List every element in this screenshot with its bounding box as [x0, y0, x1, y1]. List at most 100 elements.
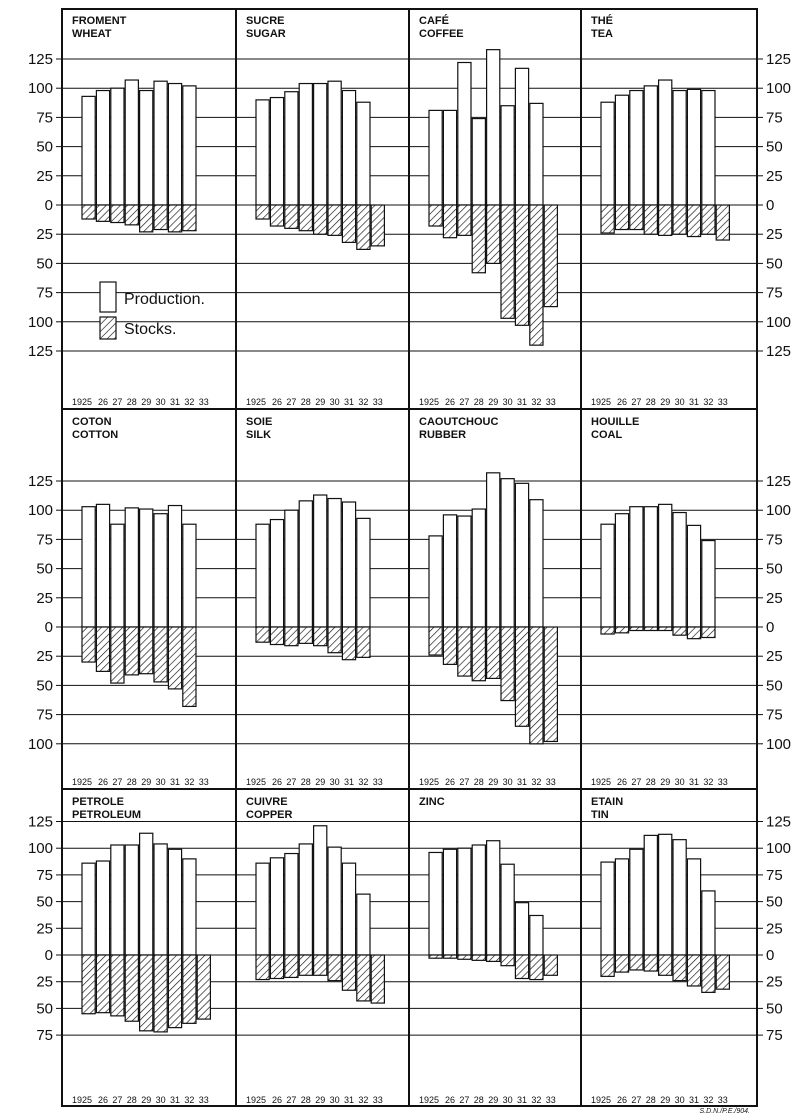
stocks-bar: [327, 954, 342, 982]
year-label: 26: [445, 397, 455, 407]
year-label: 33: [199, 1095, 209, 1105]
left-tick-label: 100: [28, 736, 53, 753]
right-tick-label: 50: [766, 677, 783, 694]
right-tick-label: 100: [766, 840, 791, 857]
production-bar: [614, 94, 630, 206]
left-tick-label: 50: [36, 255, 53, 272]
stocks-bar: [139, 204, 154, 233]
year-label: 26: [617, 397, 627, 407]
production-bar: [95, 860, 111, 956]
stocks-bar: [428, 626, 443, 656]
stocks-bar: [543, 204, 559, 308]
stocks-bar: [269, 954, 285, 980]
stocks-bar: [327, 204, 342, 236]
year-label: 28: [127, 397, 137, 407]
production-bar: [356, 893, 371, 956]
left-tick-label: 50: [36, 1000, 53, 1017]
year-label: 31: [517, 777, 527, 787]
production-bar: [182, 85, 197, 206]
stocks-bar: [81, 626, 96, 663]
stocks-bar: [298, 954, 314, 976]
production-bar: [95, 503, 111, 628]
right-tick-label: 75: [766, 531, 783, 548]
year-label: 33: [718, 1095, 728, 1105]
stocks-bar: [600, 954, 615, 977]
year-label: 1925: [591, 1095, 611, 1105]
production-bar: [110, 844, 125, 956]
year-label: 29: [660, 397, 670, 407]
left-tick-label: 125: [28, 51, 53, 68]
stocks-bar: [255, 954, 270, 981]
left-tick-label: 75: [36, 531, 53, 548]
stocks-bar: [182, 204, 197, 232]
year-label: 28: [301, 777, 311, 787]
production-bar: [701, 89, 716, 206]
year-label: 33: [546, 777, 556, 787]
production-bar: [643, 506, 659, 628]
left-tick-label: 50: [36, 677, 53, 694]
stocks-bar: [643, 204, 659, 235]
production-bar: [327, 497, 342, 628]
year-label: 31: [170, 1095, 180, 1105]
production-bar: [167, 82, 183, 206]
stocks-bar: [81, 204, 96, 220]
left-tick-label: 50: [36, 894, 53, 911]
stocks-bar: [313, 954, 328, 976]
production-bar: [514, 902, 530, 956]
stocks-bar: [701, 954, 716, 993]
production-bar: [313, 825, 328, 956]
year-label: 26: [98, 397, 108, 407]
year-label: 32: [703, 397, 713, 407]
panel-title-fr: CAFÉ: [419, 14, 449, 27]
production-bar: [139, 832, 154, 956]
year-label: 28: [301, 1095, 311, 1105]
stocks-bar: [356, 954, 371, 1002]
stocks-bar: [715, 204, 731, 241]
production-bar: [269, 518, 285, 628]
production-bar: [686, 858, 702, 956]
year-label: 32: [531, 777, 541, 787]
right-tick-label: 25: [766, 920, 783, 937]
production-bar: [701, 890, 716, 956]
year-label: 32: [184, 397, 194, 407]
right-tick-label: 50: [766, 139, 783, 156]
year-label: 32: [358, 1095, 368, 1105]
stocks-bar: [124, 954, 139, 1022]
stocks-bar: [686, 954, 702, 987]
stocks-bar: [356, 204, 371, 250]
production-bar: [110, 87, 125, 206]
right-tick-label: 125: [766, 51, 791, 68]
production-bar: [298, 843, 314, 956]
production-bar: [255, 99, 270, 206]
stocks-bar: [196, 954, 211, 1020]
legend: Production. Stocks.: [99, 281, 205, 340]
left-tick-label: 0: [45, 947, 53, 964]
stocks-bar: [657, 954, 673, 976]
production-bar: [529, 499, 544, 628]
year-label: 33: [199, 777, 209, 787]
year-label: 32: [358, 397, 368, 407]
year-label: 29: [315, 1095, 325, 1105]
right-tick-label: 100: [766, 502, 791, 519]
production-bar: [600, 861, 615, 956]
right-tick-label: 50: [766, 561, 783, 578]
production-bar: [284, 91, 299, 206]
stocks-bar: [110, 204, 125, 224]
panel-title-en: COAL: [591, 429, 622, 441]
year-label: 28: [474, 777, 484, 787]
panel-title-en: TEA: [591, 28, 613, 40]
right-tick-label: 0: [766, 619, 774, 636]
production-bar: [486, 49, 501, 206]
year-label: 27: [112, 1095, 122, 1105]
year-label: 27: [459, 397, 469, 407]
production-bar: [529, 914, 544, 956]
year-label: 30: [675, 777, 685, 787]
year-label: 1925: [72, 397, 92, 407]
right-tick-label: 125: [766, 473, 791, 490]
stocks-bar: [471, 626, 487, 682]
